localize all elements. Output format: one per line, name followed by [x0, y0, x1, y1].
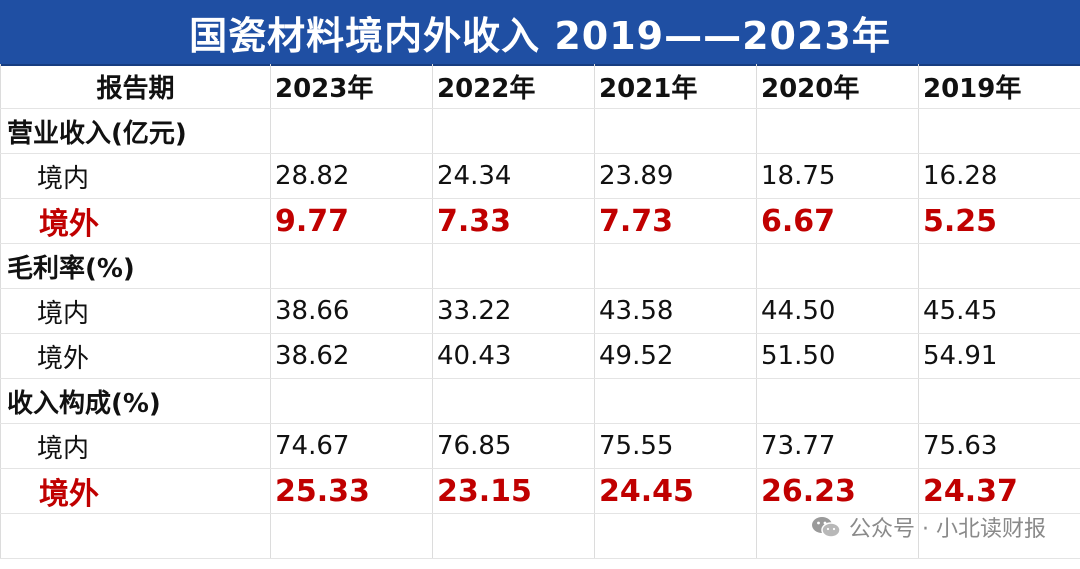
cell-value: 23.89 [594, 153, 757, 199]
table-row: 境外 38.62 40.43 49.52 51.50 54.91 [0, 333, 1080, 379]
year-header: 2023年 [270, 64, 433, 109]
cell-value: 5.25 [918, 198, 1080, 244]
year-header: 2021年 [594, 64, 757, 109]
cell-value: 16.28 [918, 153, 1080, 199]
row-label: 境内 [0, 288, 271, 334]
cell-value: 24.37 [918, 468, 1080, 514]
row-label: 境外 [0, 468, 271, 514]
empty-row [0, 513, 1080, 559]
watermark: 公众号 · 小北读财报 [811, 511, 1046, 543]
row-label: 境内 [0, 153, 271, 199]
table-row: 境内 28.82 24.34 23.89 18.75 16.28 [0, 153, 1080, 199]
wechat-icon [811, 515, 841, 539]
year-header: 2020年 [756, 64, 919, 109]
section-row: 毛利率(%) [0, 243, 1080, 289]
table-row: 境内 74.67 76.85 75.55 73.77 75.63 [0, 423, 1080, 469]
table-title: 国瓷材料境内外收入 2019——2023年 [0, 0, 1080, 66]
revenue-table: 报告期 2023年 2022年 2021年 2020年 2019年 营业收入(亿… [0, 64, 1080, 559]
cell-value: 43.58 [594, 288, 757, 334]
header-label: 报告期 [0, 64, 271, 109]
year-header: 2022年 [432, 64, 595, 109]
cell-value: 73.77 [756, 423, 919, 469]
cell-value: 26.23 [756, 468, 919, 514]
table-row-highlight: 境外 9.77 7.33 7.73 6.67 5.25 [0, 198, 1080, 244]
cell-value: 9.77 [270, 198, 433, 244]
cell-value: 38.66 [270, 288, 433, 334]
cell-value: 74.67 [270, 423, 433, 469]
section-label: 营业收入(亿元) [0, 108, 271, 154]
cell-value: 23.15 [432, 468, 595, 514]
cell-value: 25.33 [270, 468, 433, 514]
cell-value: 45.45 [918, 288, 1080, 334]
cell-value: 76.85 [432, 423, 595, 469]
row-label: 境外 [0, 198, 271, 244]
cell-value: 7.33 [432, 198, 595, 244]
cell-value: 51.50 [756, 333, 919, 379]
cell-value: 44.50 [756, 288, 919, 334]
row-label: 境内 [0, 423, 271, 469]
cell-value: 33.22 [432, 288, 595, 334]
section-row: 收入构成(%) [0, 378, 1080, 424]
year-header: 2019年 [918, 64, 1080, 109]
cell-value: 54.91 [918, 333, 1080, 379]
table-row: 境内 38.66 33.22 43.58 44.50 45.45 [0, 288, 1080, 334]
cell-value: 6.67 [756, 198, 919, 244]
cell-value: 7.73 [594, 198, 757, 244]
table-row-highlight: 境外 25.33 23.15 24.45 26.23 24.37 [0, 468, 1080, 514]
cell-value: 38.62 [270, 333, 433, 379]
cell-value: 24.45 [594, 468, 757, 514]
cell-value: 28.82 [270, 153, 433, 199]
section-label: 收入构成(%) [0, 378, 271, 424]
cell-value: 40.43 [432, 333, 595, 379]
cell-value: 49.52 [594, 333, 757, 379]
section-label: 毛利率(%) [0, 243, 271, 289]
cell-value: 24.34 [432, 153, 595, 199]
row-label: 境外 [0, 333, 271, 379]
section-row: 营业收入(亿元) [0, 108, 1080, 154]
watermark-text: 公众号 · 小北读财报 [849, 517, 1046, 542]
cell-value: 18.75 [756, 153, 919, 199]
cell-value: 75.55 [594, 423, 757, 469]
header-row: 报告期 2023年 2022年 2021年 2020年 2019年 [0, 64, 1080, 109]
cell-value: 75.63 [918, 423, 1080, 469]
